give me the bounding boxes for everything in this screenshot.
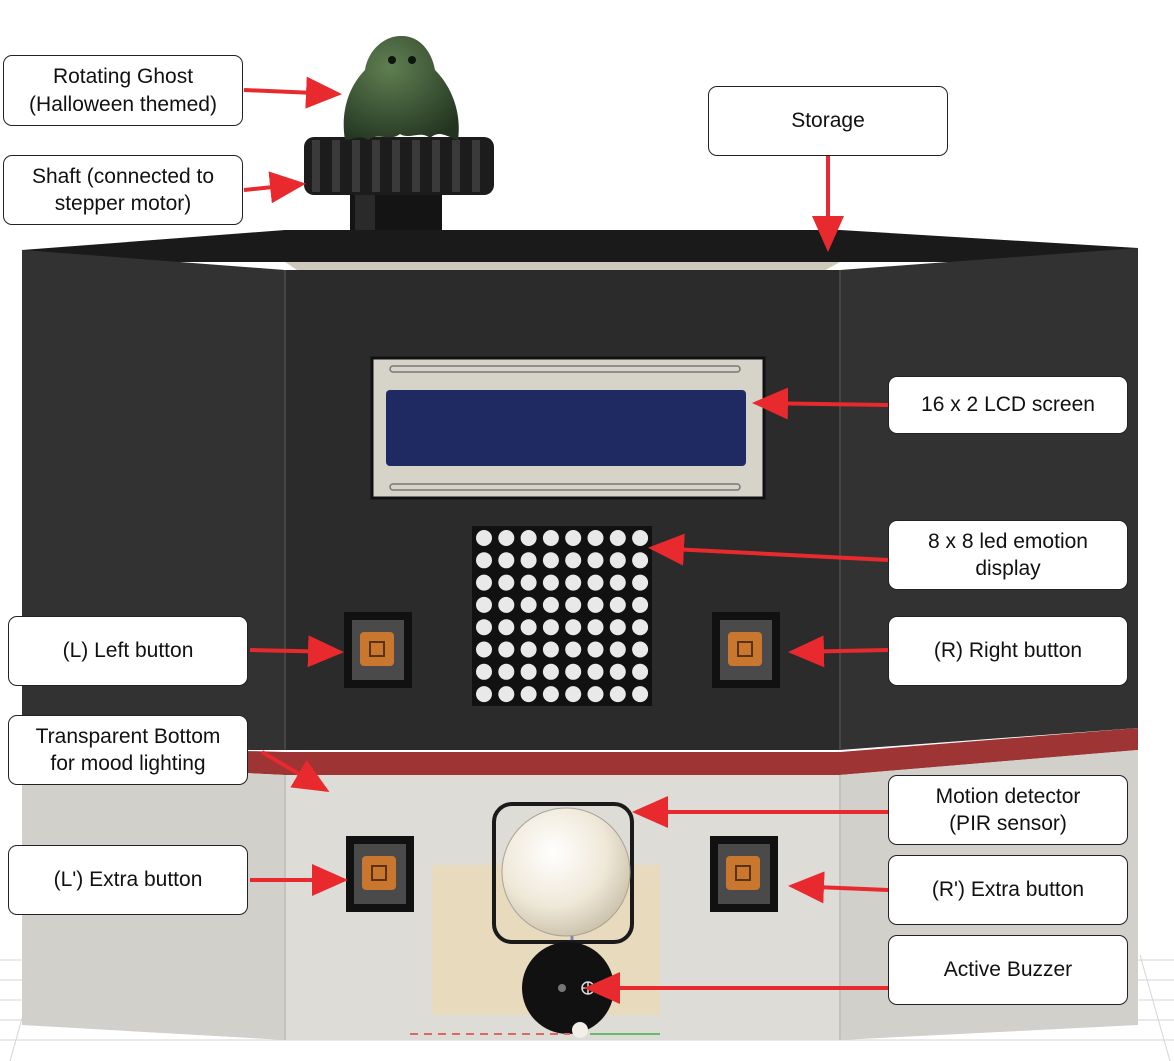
callout-led-matrix: 8 x 8 led emotion display bbox=[888, 520, 1128, 590]
led-dot bbox=[565, 686, 582, 703]
led-dot bbox=[587, 574, 604, 591]
storage-rim bbox=[22, 230, 1138, 272]
led-dot bbox=[587, 530, 604, 546]
led-dot bbox=[542, 686, 559, 703]
led-dot bbox=[520, 619, 537, 636]
led-dot bbox=[520, 663, 537, 680]
arrow-right-extra-button bbox=[788, 871, 889, 904]
led-dot bbox=[609, 663, 626, 680]
arrow-right-button bbox=[788, 635, 889, 668]
callout-motion-detector: Motion detector (PIR sensor) bbox=[888, 775, 1128, 845]
led-dot bbox=[609, 596, 626, 613]
led-dot bbox=[609, 619, 626, 636]
led-dot bbox=[542, 530, 559, 546]
arrow-led-matrix bbox=[648, 533, 889, 566]
led-dot bbox=[587, 619, 604, 636]
right-button-part bbox=[712, 612, 780, 688]
led-dot bbox=[498, 686, 515, 703]
led-dot bbox=[498, 574, 515, 591]
arrow-lcd bbox=[752, 387, 889, 420]
led-dot bbox=[476, 663, 492, 680]
ghost-figure bbox=[343, 35, 459, 140]
left-button-part bbox=[344, 612, 412, 688]
led-dot bbox=[498, 530, 515, 546]
callout-left-button: (L) Left button bbox=[8, 616, 248, 686]
led-dot bbox=[520, 552, 537, 569]
led-dot bbox=[476, 641, 492, 658]
led-dot bbox=[542, 552, 559, 569]
led-dot bbox=[565, 641, 582, 658]
led-dot bbox=[498, 596, 515, 613]
led-dot bbox=[542, 663, 559, 680]
led-dot bbox=[498, 619, 515, 636]
led-dot bbox=[565, 530, 582, 546]
led-dot bbox=[565, 596, 582, 613]
led-dot bbox=[498, 552, 515, 569]
led-dot bbox=[498, 641, 515, 658]
callout-shaft: Shaft (connected to stepper motor) bbox=[3, 155, 243, 225]
led-dot bbox=[632, 619, 649, 636]
led-dot bbox=[520, 530, 537, 546]
led-dot bbox=[609, 641, 626, 658]
led-dot bbox=[587, 641, 604, 658]
led-dot bbox=[632, 530, 649, 546]
arrow-transparent-bottom bbox=[260, 750, 330, 793]
arrow-left-button bbox=[249, 635, 344, 668]
led-dot bbox=[632, 596, 649, 613]
buzzer-part bbox=[410, 942, 660, 1038]
arrow-ghost bbox=[243, 76, 342, 109]
callout-left-extra-button: (L') Extra button bbox=[8, 845, 248, 915]
led-dot bbox=[565, 663, 582, 680]
led-dot bbox=[609, 552, 626, 569]
led-dot bbox=[565, 552, 582, 569]
led-dot bbox=[587, 663, 604, 680]
callout-rotating-ghost: Rotating Ghost (Halloween themed) bbox=[3, 55, 243, 126]
led-dot bbox=[542, 596, 559, 613]
led-dot bbox=[520, 641, 537, 658]
led-dot bbox=[609, 686, 626, 703]
led-dot bbox=[520, 596, 537, 613]
led-dot bbox=[565, 574, 582, 591]
led-dot bbox=[632, 686, 649, 703]
arrow-shaft bbox=[243, 171, 306, 204]
callout-storage: Storage bbox=[708, 86, 948, 156]
led-dot bbox=[632, 641, 649, 658]
callout-right-extra-button: (R') Extra button bbox=[888, 855, 1128, 925]
led-dot bbox=[476, 552, 492, 569]
led-dot bbox=[476, 596, 492, 613]
lcd-module bbox=[370, 356, 766, 500]
led-dot bbox=[632, 663, 649, 680]
callout-active-buzzer: Active Buzzer bbox=[888, 935, 1128, 1005]
callout-arrows bbox=[243, 76, 889, 1004]
led-dot bbox=[587, 596, 604, 613]
led-matrix bbox=[472, 526, 652, 706]
led-dot bbox=[587, 686, 604, 703]
led-dot bbox=[520, 686, 537, 703]
left-extra-button-part bbox=[346, 836, 414, 912]
led-dot bbox=[542, 574, 559, 591]
led-dot bbox=[476, 686, 492, 703]
led-dot bbox=[520, 574, 537, 591]
pir-sensor bbox=[492, 802, 634, 944]
led-dot bbox=[476, 619, 492, 636]
led-dot bbox=[609, 530, 626, 546]
led-dot bbox=[498, 663, 515, 680]
led-dot bbox=[542, 619, 559, 636]
led-dot bbox=[476, 574, 492, 591]
led-dot bbox=[565, 619, 582, 636]
led-dot bbox=[587, 552, 604, 569]
led-dot bbox=[609, 574, 626, 591]
callout-right-button: (R) Right button bbox=[888, 616, 1128, 686]
led-dot bbox=[632, 552, 649, 569]
right-extra-button-part bbox=[710, 836, 778, 912]
led-dot bbox=[542, 641, 559, 658]
led-dot bbox=[632, 574, 649, 591]
led-dot bbox=[476, 530, 492, 546]
gear bbox=[304, 137, 494, 195]
callout-lcd-screen: 16 x 2 LCD screen bbox=[888, 376, 1128, 434]
callout-transparent-bottom: Transparent Bottom for mood lighting bbox=[8, 715, 248, 785]
